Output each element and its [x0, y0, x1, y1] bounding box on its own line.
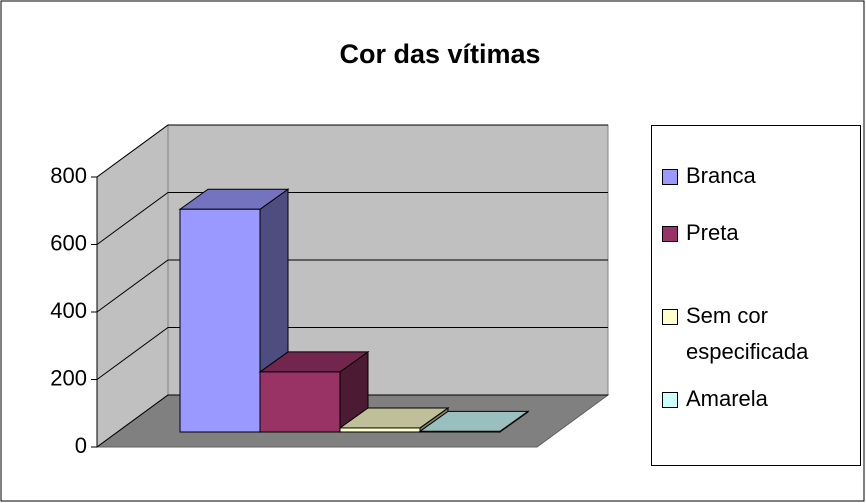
legend-item: Preta — [662, 215, 837, 251]
bar — [339, 427, 421, 433]
legend-swatch — [662, 169, 678, 185]
bar — [259, 371, 341, 433]
legend-label: Branca — [686, 163, 756, 188]
legend-label: Sem cor especificada — [686, 303, 809, 364]
y-tick-label: 800 — [50, 163, 87, 188]
chart-title: Cor das vítimas — [339, 39, 540, 69]
grid-line — [96, 192, 608, 245]
bar — [179, 208, 261, 433]
legend-swatch — [662, 392, 678, 408]
legend-label: Preta — [686, 220, 739, 245]
grid-line — [96, 124, 608, 178]
legend-label: Amarela — [686, 386, 768, 411]
grid-line — [96, 259, 608, 313]
y-tick-label: 400 — [50, 298, 87, 323]
grid-line — [96, 327, 608, 380]
legend: Branca Preta Sem cor especificada Amarela — [651, 125, 861, 466]
y-tick-label: 0 — [75, 433, 87, 458]
y-tick-label: 600 — [50, 230, 87, 255]
legend-item: Amarela — [662, 381, 837, 417]
bar — [419, 430, 501, 433]
legend-item: Branca — [662, 158, 837, 194]
y-tick-label: 200 — [50, 365, 87, 390]
legend-swatch — [662, 309, 678, 325]
legend-item: Sem cor especificada — [662, 298, 837, 370]
grid-line — [96, 394, 608, 448]
legend-swatch — [662, 226, 678, 242]
